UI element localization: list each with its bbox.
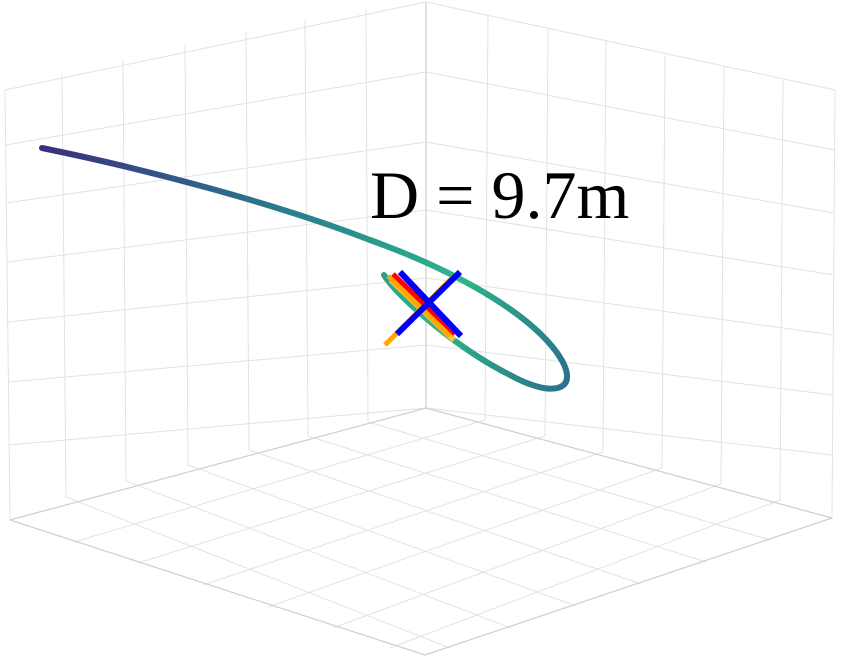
right-wall-grid	[425, 1, 836, 519]
distance-label: D = 9.7m	[370, 157, 629, 233]
target-marker	[383, 269, 464, 347]
axis-box-edges	[9, 2, 833, 656]
trajectory-path	[39, 145, 570, 392]
floor-grid	[9, 407, 833, 649]
left-wall-grid	[4, 1, 427, 521]
